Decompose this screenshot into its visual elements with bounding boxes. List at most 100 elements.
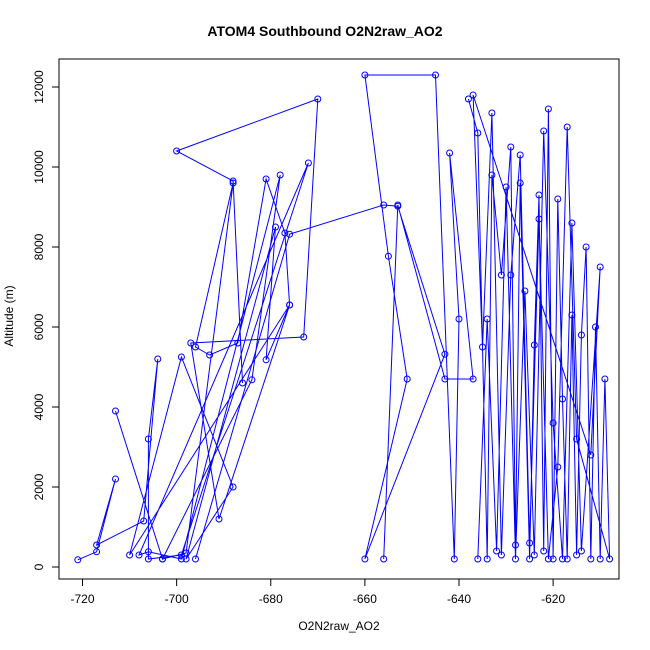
series-line bbox=[77, 98, 319, 561]
data-point bbox=[606, 555, 614, 563]
data-point bbox=[144, 548, 152, 556]
data-point bbox=[582, 243, 590, 251]
x-tick-label: -720 bbox=[71, 592, 95, 606]
data-point bbox=[549, 555, 557, 563]
data-point bbox=[173, 147, 181, 155]
data-point bbox=[577, 547, 585, 555]
data-point bbox=[544, 555, 552, 563]
data-point bbox=[512, 541, 519, 549]
data-point bbox=[455, 315, 463, 323]
data-point bbox=[229, 179, 237, 187]
data-point bbox=[540, 127, 548, 135]
data-point bbox=[479, 343, 486, 351]
data-point bbox=[206, 351, 214, 359]
data-point bbox=[516, 179, 524, 187]
data-point bbox=[535, 215, 543, 223]
data-point bbox=[592, 323, 599, 331]
data-point bbox=[144, 435, 152, 443]
data-point bbox=[587, 451, 595, 459]
data-point bbox=[554, 463, 562, 471]
data-point bbox=[469, 375, 477, 383]
data-point bbox=[497, 551, 505, 559]
data-point bbox=[154, 355, 162, 363]
data-point bbox=[483, 555, 491, 563]
data-point bbox=[535, 191, 543, 199]
y-tick-label: 0 bbox=[32, 563, 46, 570]
data-point bbox=[488, 171, 496, 179]
data-point bbox=[140, 517, 148, 525]
data-point bbox=[502, 183, 510, 191]
data-point bbox=[563, 555, 571, 563]
y-axis-label: Altitude (m) bbox=[2, 285, 16, 346]
data-point bbox=[441, 375, 449, 383]
data-point bbox=[596, 555, 604, 563]
x-tick-label: -680 bbox=[259, 592, 283, 606]
data-point bbox=[112, 475, 119, 483]
data-point bbox=[568, 311, 576, 319]
data-point bbox=[281, 229, 289, 237]
data-point bbox=[314, 95, 322, 103]
data-point bbox=[488, 109, 496, 117]
data-point bbox=[229, 177, 237, 185]
y-tick-label: 2000 bbox=[32, 473, 46, 500]
data-point bbox=[540, 547, 548, 555]
data-point bbox=[159, 555, 166, 563]
data-point bbox=[530, 551, 538, 559]
data-point bbox=[192, 555, 199, 563]
data-point bbox=[361, 71, 369, 79]
data-point bbox=[493, 547, 501, 555]
data-point bbox=[304, 159, 312, 167]
x-axis: -720 -700 -680 -660 -640 -620 bbox=[71, 578, 565, 606]
data-point bbox=[380, 201, 388, 209]
x-tick-label: -660 bbox=[353, 592, 377, 606]
y-tick-label: 12000 bbox=[32, 70, 46, 104]
data-point bbox=[516, 151, 524, 159]
data-point bbox=[229, 483, 237, 491]
data-point bbox=[446, 149, 454, 157]
data-point bbox=[177, 555, 185, 563]
y-tick-label: 6000 bbox=[32, 313, 46, 340]
x-axis-label: O2N2raw_AO2 bbox=[298, 619, 380, 633]
data-point bbox=[507, 143, 515, 151]
data-point bbox=[483, 315, 491, 323]
data-point bbox=[441, 350, 449, 358]
data-point bbox=[464, 95, 472, 103]
data-point bbox=[526, 555, 534, 563]
data-point bbox=[234, 339, 242, 347]
data-point bbox=[74, 556, 82, 564]
data-point bbox=[521, 287, 529, 295]
data-point bbox=[450, 555, 458, 563]
data-point bbox=[248, 376, 256, 384]
data-point bbox=[568, 219, 576, 227]
data-point bbox=[192, 343, 199, 351]
data-point bbox=[126, 551, 134, 559]
data-point bbox=[577, 331, 585, 339]
y-tick-label: 10000 bbox=[32, 150, 46, 184]
x-tick-label: -640 bbox=[447, 592, 471, 606]
data-point bbox=[497, 271, 505, 279]
data-point bbox=[394, 201, 402, 209]
y-tick-label: 4000 bbox=[32, 393, 46, 420]
data-point bbox=[215, 515, 223, 523]
data-point bbox=[573, 551, 581, 559]
data-point bbox=[272, 223, 279, 231]
data-point bbox=[262, 356, 270, 364]
data-point bbox=[361, 555, 369, 563]
data-point bbox=[559, 555, 566, 563]
data-point bbox=[135, 551, 143, 559]
data-point bbox=[512, 555, 519, 563]
data-point bbox=[544, 105, 552, 113]
data-point bbox=[403, 375, 411, 383]
data-point bbox=[474, 555, 482, 563]
data-point bbox=[380, 555, 388, 563]
data-point bbox=[262, 175, 270, 183]
data-point bbox=[276, 171, 284, 179]
data-point bbox=[526, 539, 534, 547]
data-point bbox=[239, 379, 246, 387]
chart-title: ATOM4 Southbound O2N2raw_AO2 bbox=[207, 23, 442, 39]
data-point bbox=[530, 341, 538, 349]
data-point bbox=[474, 129, 482, 137]
data-point bbox=[286, 301, 294, 309]
data-point bbox=[300, 333, 308, 341]
